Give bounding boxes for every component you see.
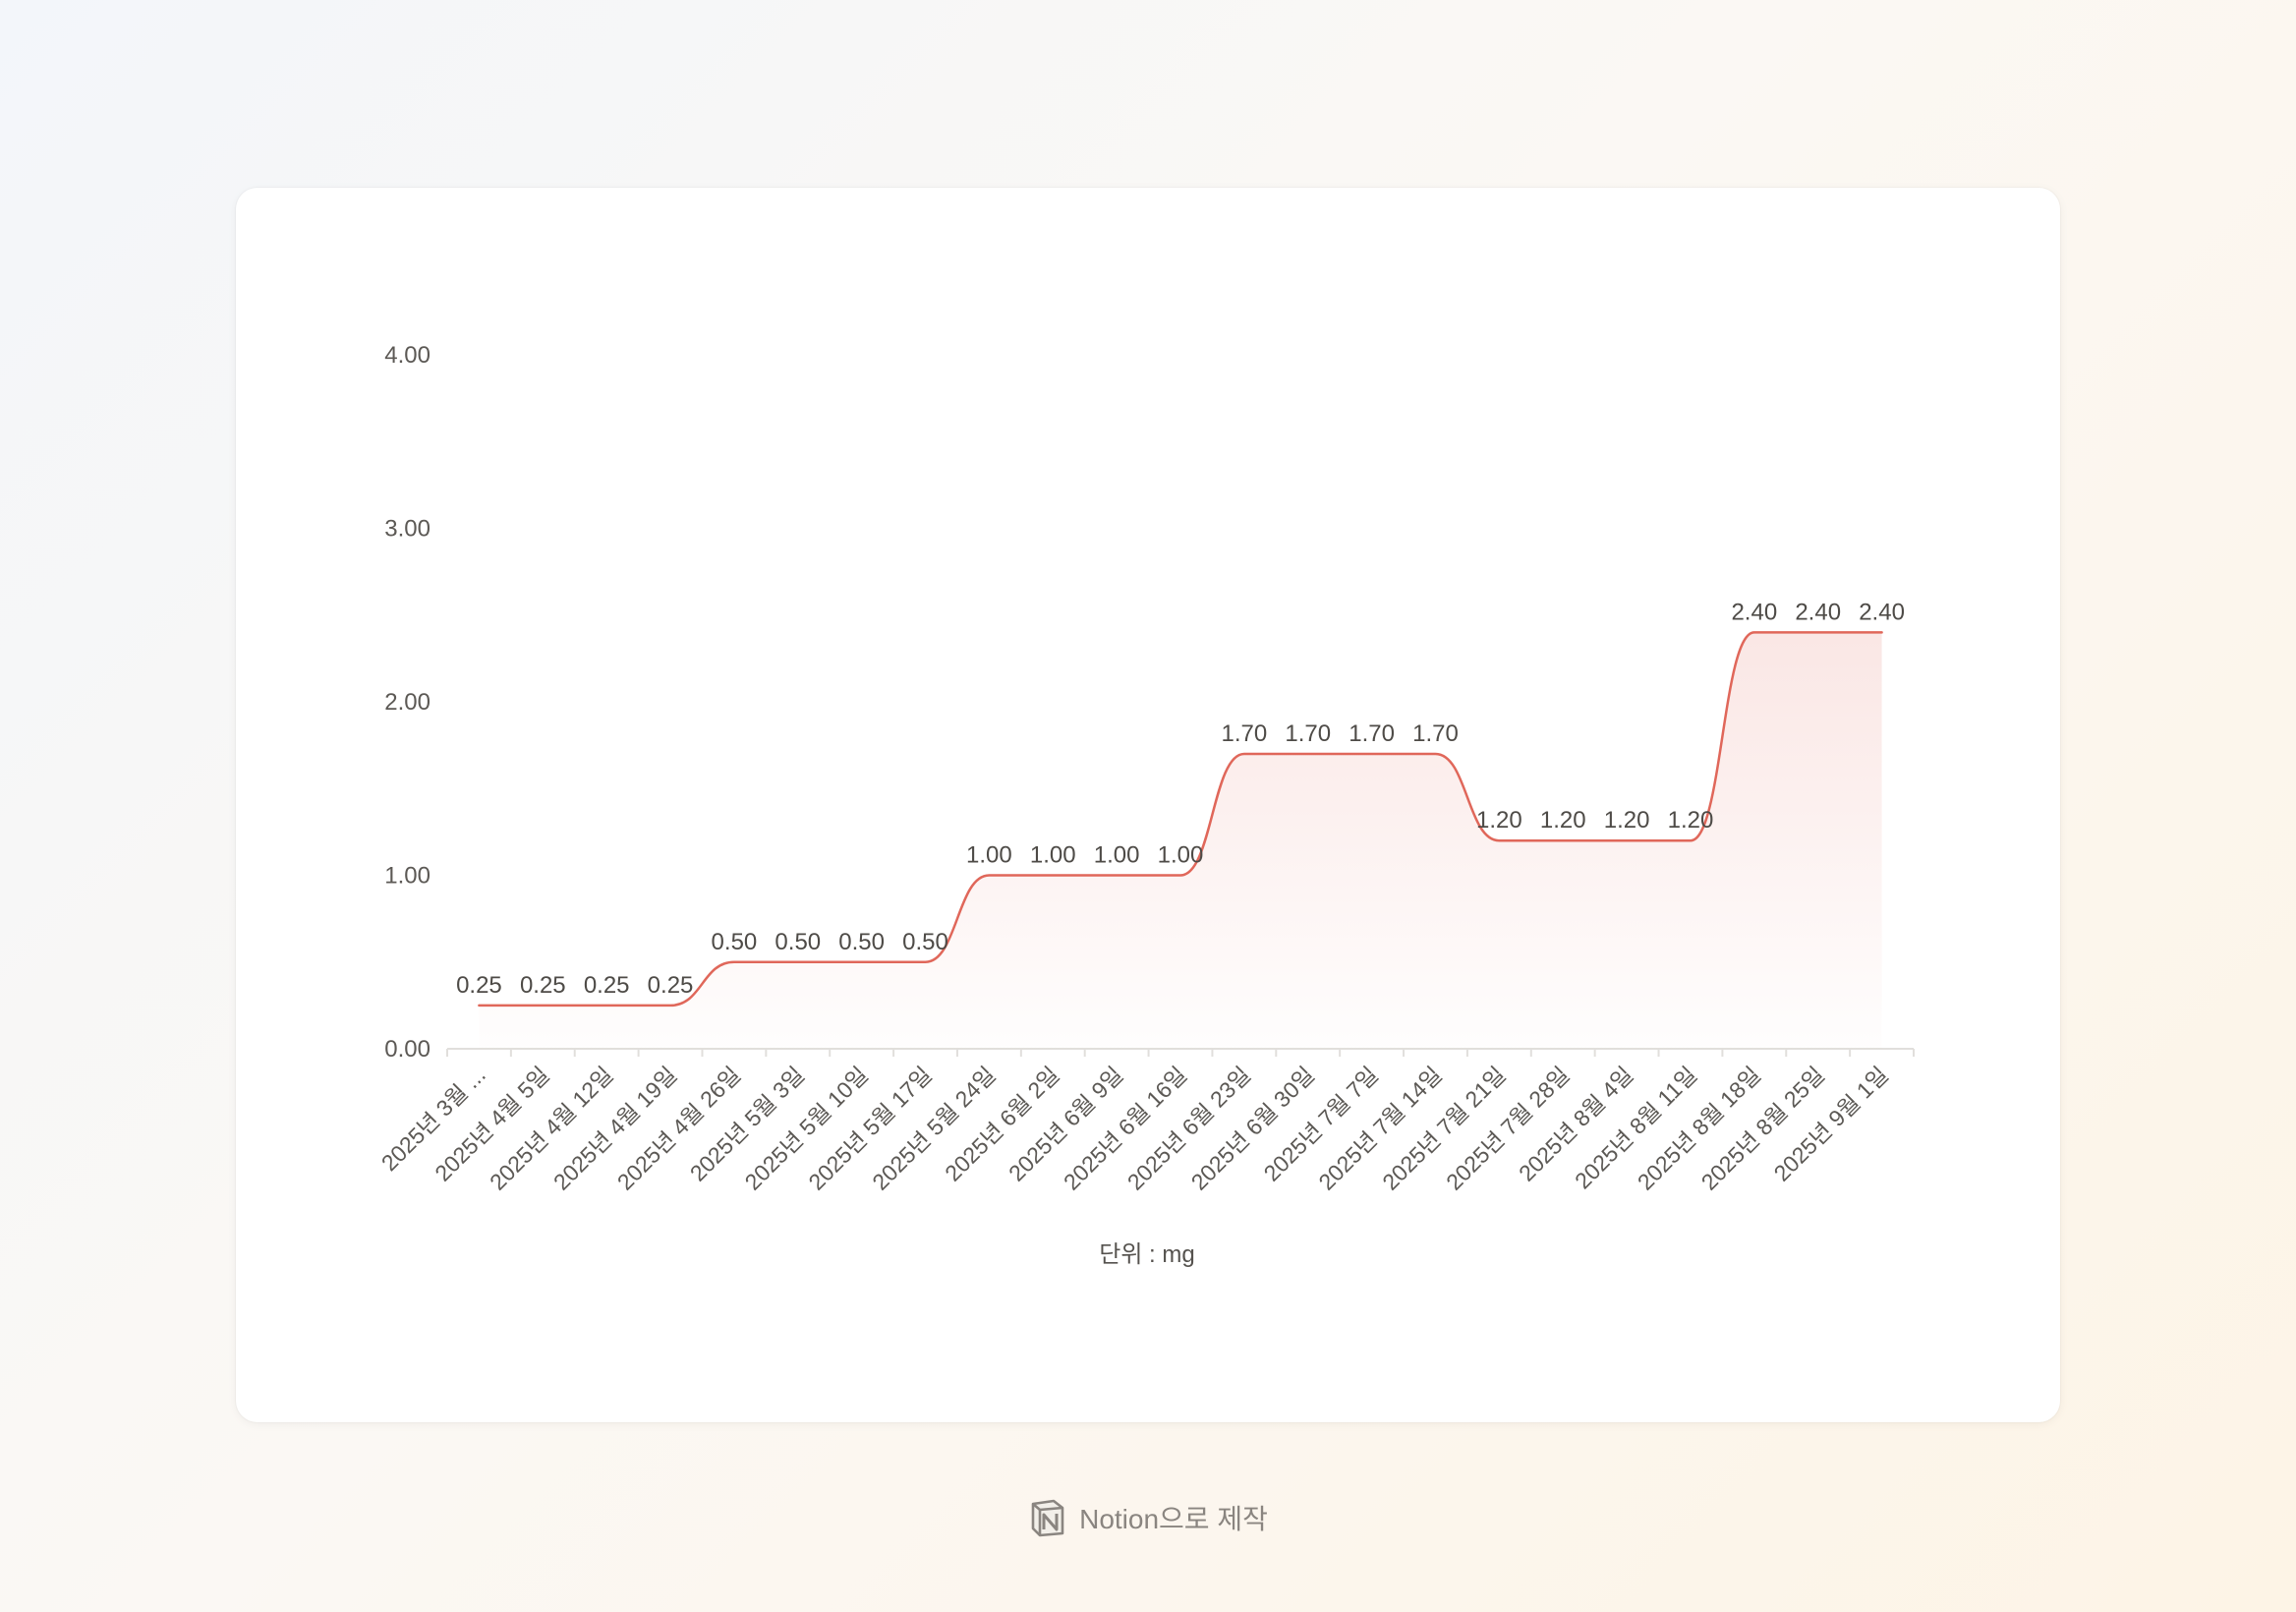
data-label: 1.20 xyxy=(1476,807,1522,834)
data-label: 1.70 xyxy=(1222,720,1268,747)
data-label: 1.20 xyxy=(1540,807,1586,834)
data-label: 1.20 xyxy=(1604,807,1650,834)
series-fill xyxy=(479,632,1882,1049)
data-label: 0.50 xyxy=(775,929,821,955)
y-tick-label: 0.00 xyxy=(384,1036,430,1063)
data-label: 2.40 xyxy=(1859,599,1905,625)
data-label: 0.25 xyxy=(520,972,566,999)
y-axis: 0.00 1.00 2.00 3.00 4.00 xyxy=(384,342,430,1063)
x-tick-label: 2025년 4월 5일 xyxy=(430,1062,554,1186)
data-labels: 0.25 0.25 0.25 0.25 0.50 0.50 0.50 0.50 1.00 1.00… xyxy=(456,599,1905,998)
data-label: 0.25 xyxy=(584,972,630,999)
data-label: 0.25 xyxy=(456,972,502,999)
y-tick-label: 1.00 xyxy=(384,863,430,890)
data-label: 2.40 xyxy=(1795,599,1841,625)
data-label: 1.00 xyxy=(966,842,1012,869)
x-tick-label: 2025년 7월 7일 xyxy=(1259,1062,1384,1186)
x-tick-label: 2025년 6월 2일 xyxy=(940,1062,1064,1186)
y-tick-label: 2.00 xyxy=(384,689,430,716)
series-line xyxy=(478,631,1883,1008)
chart-card: 0.00 1.00 2.00 3.00 4.00 2025년 3월 ... 2025년 4… xyxy=(236,188,2060,1422)
data-label: 0.50 xyxy=(838,929,885,955)
footer[interactable]: Notion으로 제작 xyxy=(0,1494,2296,1541)
data-label: 0.25 xyxy=(648,972,694,999)
data-label: 1.00 xyxy=(1158,842,1204,869)
data-label: 0.50 xyxy=(902,929,948,955)
x-tick-label: 2025년 9월 1일 xyxy=(1769,1062,1894,1186)
data-label: 1.00 xyxy=(1094,842,1140,869)
series-area xyxy=(478,631,1883,1049)
x-axis-title: 단위 : mg xyxy=(1099,1241,1195,1268)
x-tick-label: 2025년 6월 9일 xyxy=(1004,1062,1128,1186)
data-label: 2.40 xyxy=(1731,599,1777,625)
x-tick-label: 2025년 5월 3일 xyxy=(685,1062,810,1186)
data-label: 1.00 xyxy=(1030,842,1076,869)
data-label: 1.70 xyxy=(1285,720,1331,747)
data-label: 1.70 xyxy=(1349,720,1395,747)
footer-label: Notion으로 제작 xyxy=(1079,1504,1268,1534)
y-tick-label: 4.00 xyxy=(384,342,430,369)
y-tick-label: 3.00 xyxy=(384,516,430,543)
line-chart: 0.00 1.00 2.00 3.00 4.00 2025년 3월 ...2025년 4… xyxy=(376,342,1915,1268)
data-label: 1.20 xyxy=(1668,807,1714,834)
notion-logo-icon xyxy=(1028,1497,1067,1538)
data-label: 0.50 xyxy=(712,929,758,955)
data-label: 1.70 xyxy=(1412,720,1459,747)
x-tick-label: 2025년 8월 4일 xyxy=(1514,1062,1638,1186)
